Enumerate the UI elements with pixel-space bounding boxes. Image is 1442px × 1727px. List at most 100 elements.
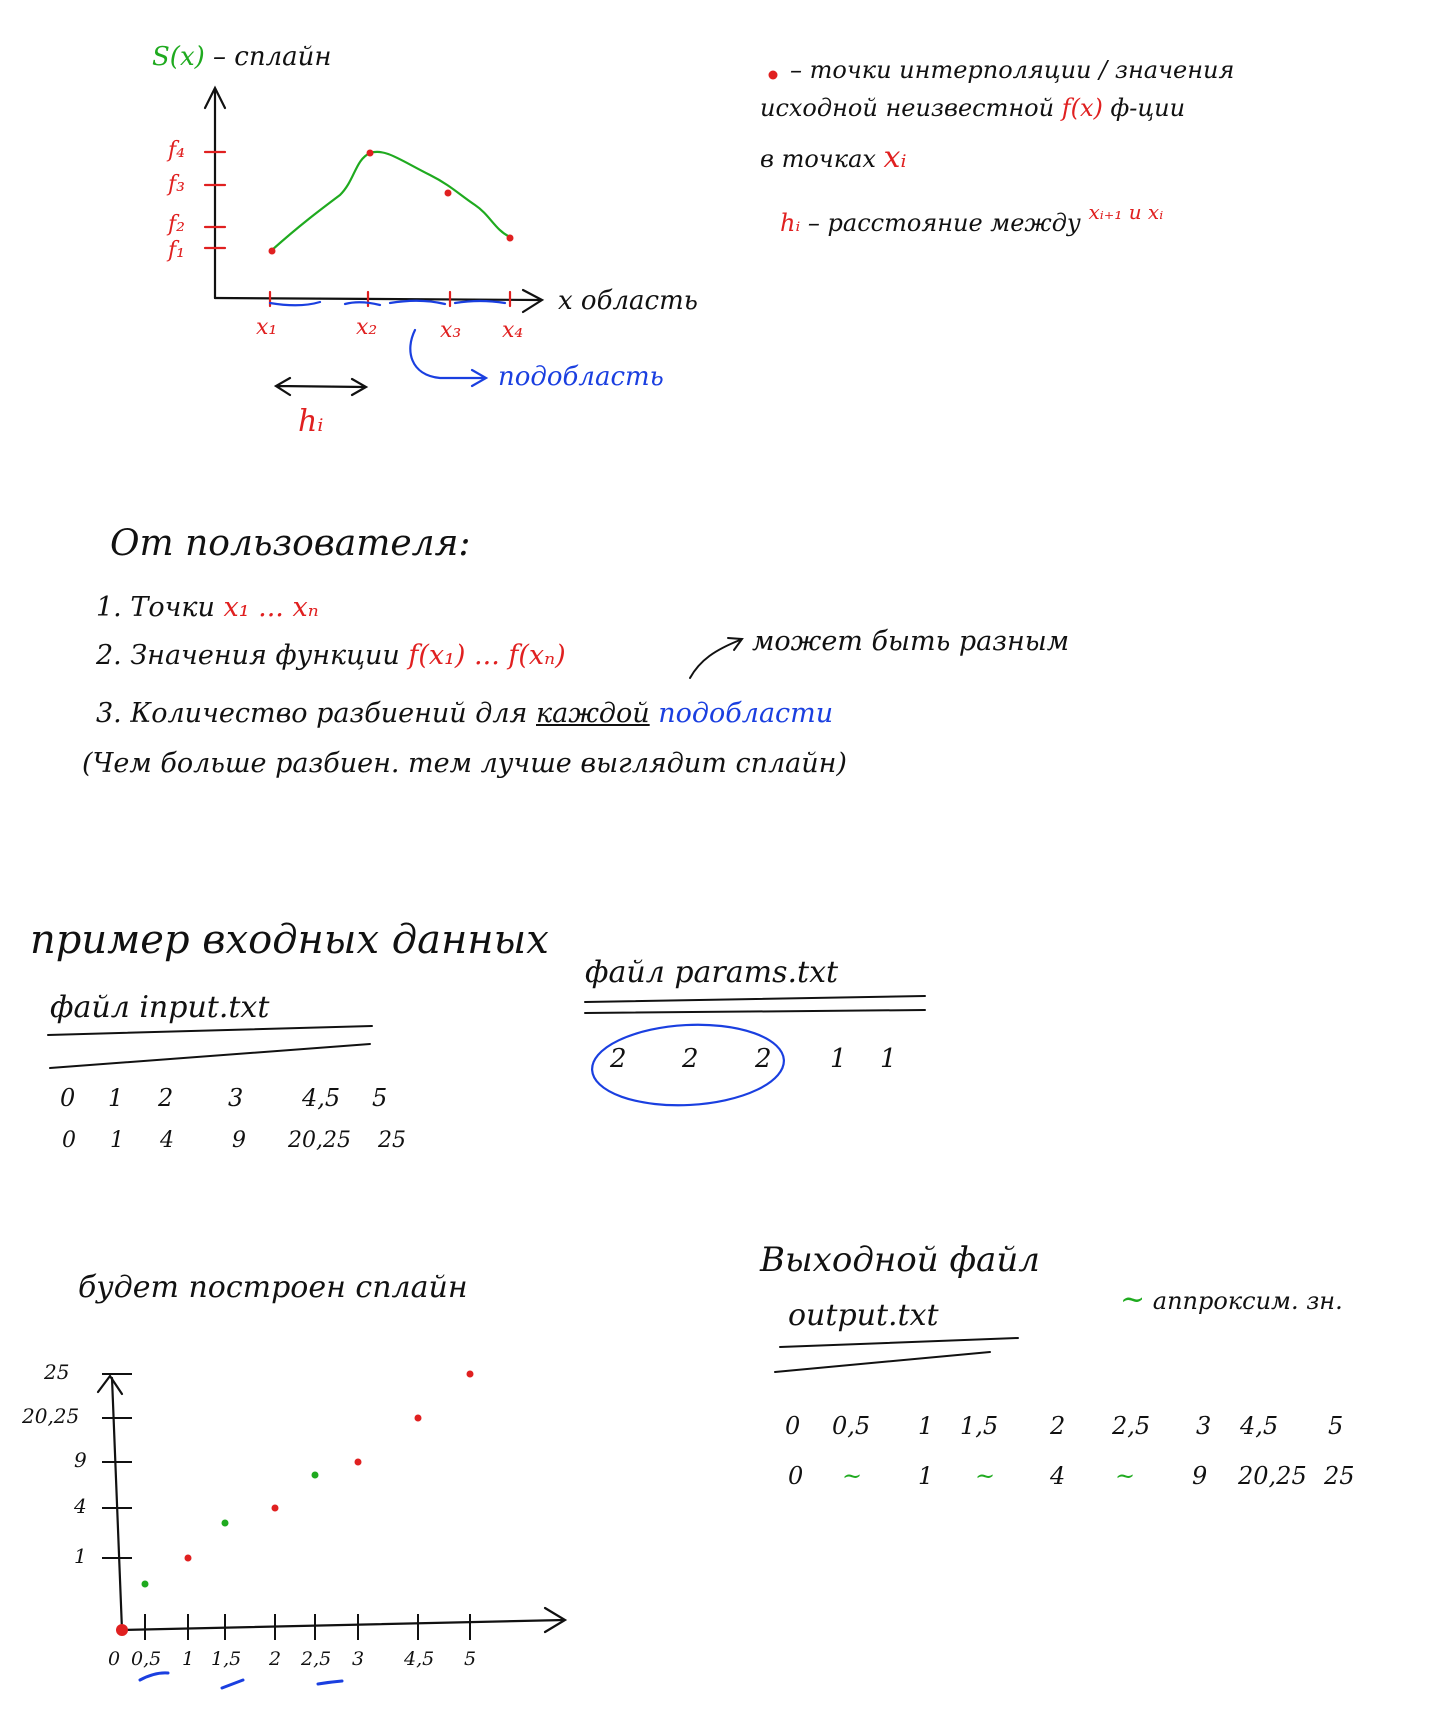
- y-tick-label-2: 9: [74, 1448, 87, 1472]
- output-row1-cell-1: 0,5: [832, 1412, 871, 1440]
- bottom-plot-ticks: [102, 1373, 471, 1640]
- data-point-red-2: [271, 1504, 279, 1512]
- user-item-1-prefix: 1. Точки: [96, 592, 224, 623]
- legend-line-3a: в точках: [760, 145, 884, 173]
- h-label: hᵢ: [298, 404, 324, 439]
- data-point-red-5: [466, 1370, 474, 1378]
- legend-h-x: xᵢ₊₁ и xᵢ: [1088, 200, 1164, 224]
- top-points: [268, 70, 778, 255]
- input-file-lines: [47, 1025, 373, 1069]
- x-tick-label-8: 5: [464, 1648, 477, 1670]
- x-axis-label: x область: [558, 286, 698, 316]
- y-tick-label-f1: f₁: [168, 238, 185, 263]
- x-tick-label-1: 0,5: [131, 1648, 162, 1670]
- y-tick-label-f2: f₂: [168, 212, 185, 237]
- y-tick-label-1: 20,25: [22, 1404, 80, 1428]
- output-row1-cell-3: 1,5: [960, 1412, 999, 1440]
- spline-suffix: – сплайн: [204, 42, 332, 72]
- input-row1-cell-4: 4,5: [302, 1084, 341, 1112]
- example-title: пример входных данных: [30, 917, 549, 963]
- x-tick-label-5: 2,5: [301, 1648, 332, 1670]
- data-point-green-0: [141, 1580, 149, 1588]
- output-row2-cell-7: 20,25: [1238, 1462, 1307, 1490]
- data-point-red-1: [184, 1554, 192, 1562]
- item2-note-arrow: [689, 637, 744, 679]
- user-input-title: От пользователя:: [110, 523, 471, 564]
- legend-red-dot: [768, 70, 778, 80]
- output-row2-cell-1: ~: [842, 1462, 863, 1490]
- top-x-axis: [213, 296, 542, 302]
- x-tick-label-6: 3: [352, 1648, 365, 1670]
- y-tick-label-f3: f₃: [168, 172, 185, 197]
- user-item-2-note: может быть разным: [752, 626, 1070, 657]
- data-point-green-1: [221, 1519, 229, 1527]
- spline-title: S(x) – сплайн: [152, 42, 332, 73]
- output-file-label: output.txt: [788, 1298, 939, 1333]
- params-cell-0: 2: [610, 1044, 627, 1074]
- output-row2-cell-4: 4: [1050, 1462, 1066, 1490]
- output-row2-cell-3: ~: [975, 1462, 996, 1490]
- params-highlight-ellipse: [591, 1023, 785, 1107]
- interp-point-4: [506, 234, 514, 242]
- x-tick-underlines: [138, 1671, 344, 1690]
- input-row1-cell-2: 2: [158, 1084, 174, 1112]
- params-cell-4: 1: [880, 1044, 897, 1074]
- top-y-axis-arrow: [203, 85, 227, 110]
- x-tick-label-x3: x₃: [440, 318, 462, 343]
- approx-legend-tilde: ~: [1120, 1282, 1146, 1317]
- legend-h-line: hᵢ – расстояние между xᵢ₊₁ и xᵢ: [780, 200, 1163, 238]
- y-tick-label-3: 4: [74, 1494, 87, 1518]
- output-row1-cell-5: 2,5: [1112, 1412, 1151, 1440]
- bottom-y-axis-arrow: [96, 1374, 124, 1396]
- legend-line-2b: ф-ции: [1102, 94, 1186, 122]
- bottom-x-axis-arrow: [543, 1606, 568, 1634]
- output-row2-cell-5: ~: [1115, 1462, 1136, 1490]
- legend-h-mid: – расстояние между: [800, 209, 1089, 237]
- bottom-plot-marks: [116, 1370, 474, 1636]
- bottom-plot-axes: [96, 1374, 568, 1634]
- output-title: Выходной файл: [760, 1240, 1040, 1280]
- params-cell-1: 2: [682, 1044, 699, 1074]
- input-row2-cell-4: 20,25: [288, 1128, 351, 1153]
- data-point-red-4: [414, 1414, 422, 1422]
- data-point-red-3: [354, 1458, 362, 1466]
- underline-0-5: [138, 1671, 170, 1682]
- legend-xi: xᵢ: [883, 140, 907, 175]
- interp-point-3: [444, 189, 452, 197]
- underline-1-5: [220, 1678, 245, 1690]
- output-row2-cell-6: 9: [1192, 1462, 1208, 1490]
- subregion-marks: [268, 299, 507, 307]
- legend-line-2: исходной неизвестной f(x) ф-ции: [760, 94, 1185, 123]
- top-diagram: [203, 85, 545, 397]
- bottom-y-axis: [110, 1376, 124, 1632]
- data-point-green-2: [311, 1471, 319, 1479]
- user-item-4: (Чем больше разбиен. тем лучше выглядит …: [82, 748, 847, 779]
- y-tick-label-0: 25: [44, 1360, 70, 1384]
- subregion-label: подобласть: [498, 362, 664, 392]
- output-row1-cell-2: 1: [918, 1412, 934, 1440]
- interp-point-2: [366, 149, 374, 157]
- input-row2-cell-1: 1: [110, 1128, 124, 1153]
- output-row2-cell-2: 1: [918, 1462, 934, 1490]
- x-tick-label-x1: x₁: [256, 315, 278, 340]
- output-file-lines: [774, 1337, 1019, 1373]
- output-row1-cell-7: 4,5: [1240, 1412, 1279, 1440]
- interp-point-1: [268, 247, 276, 255]
- params-cell-2: 2: [755, 1044, 772, 1074]
- params-file-label: файл params.txt: [585, 955, 839, 990]
- spline-label: S(x): [152, 42, 205, 72]
- x-tick-label-7: 4,5: [404, 1648, 435, 1670]
- input-row2-cell-0: 0: [62, 1128, 76, 1153]
- input-row1-cell-0: 0: [60, 1084, 76, 1112]
- legend-line-1: – точки интерполяции / значения: [790, 56, 1235, 84]
- output-row1-cell-8: 5: [1328, 1412, 1344, 1440]
- output-row1-cell-4: 2: [1050, 1412, 1066, 1440]
- output-row1-cell-6: 3: [1196, 1412, 1212, 1440]
- x-tick-label-4: 2: [269, 1648, 282, 1670]
- input-row2-cell-3: 9: [232, 1128, 246, 1153]
- x-tick-label-x2: x₂: [356, 315, 378, 340]
- plot-title: будет построен сплайн: [78, 1270, 468, 1305]
- params-file-lines: [584, 995, 926, 1014]
- input-row1-cell-3: 3: [228, 1084, 244, 1112]
